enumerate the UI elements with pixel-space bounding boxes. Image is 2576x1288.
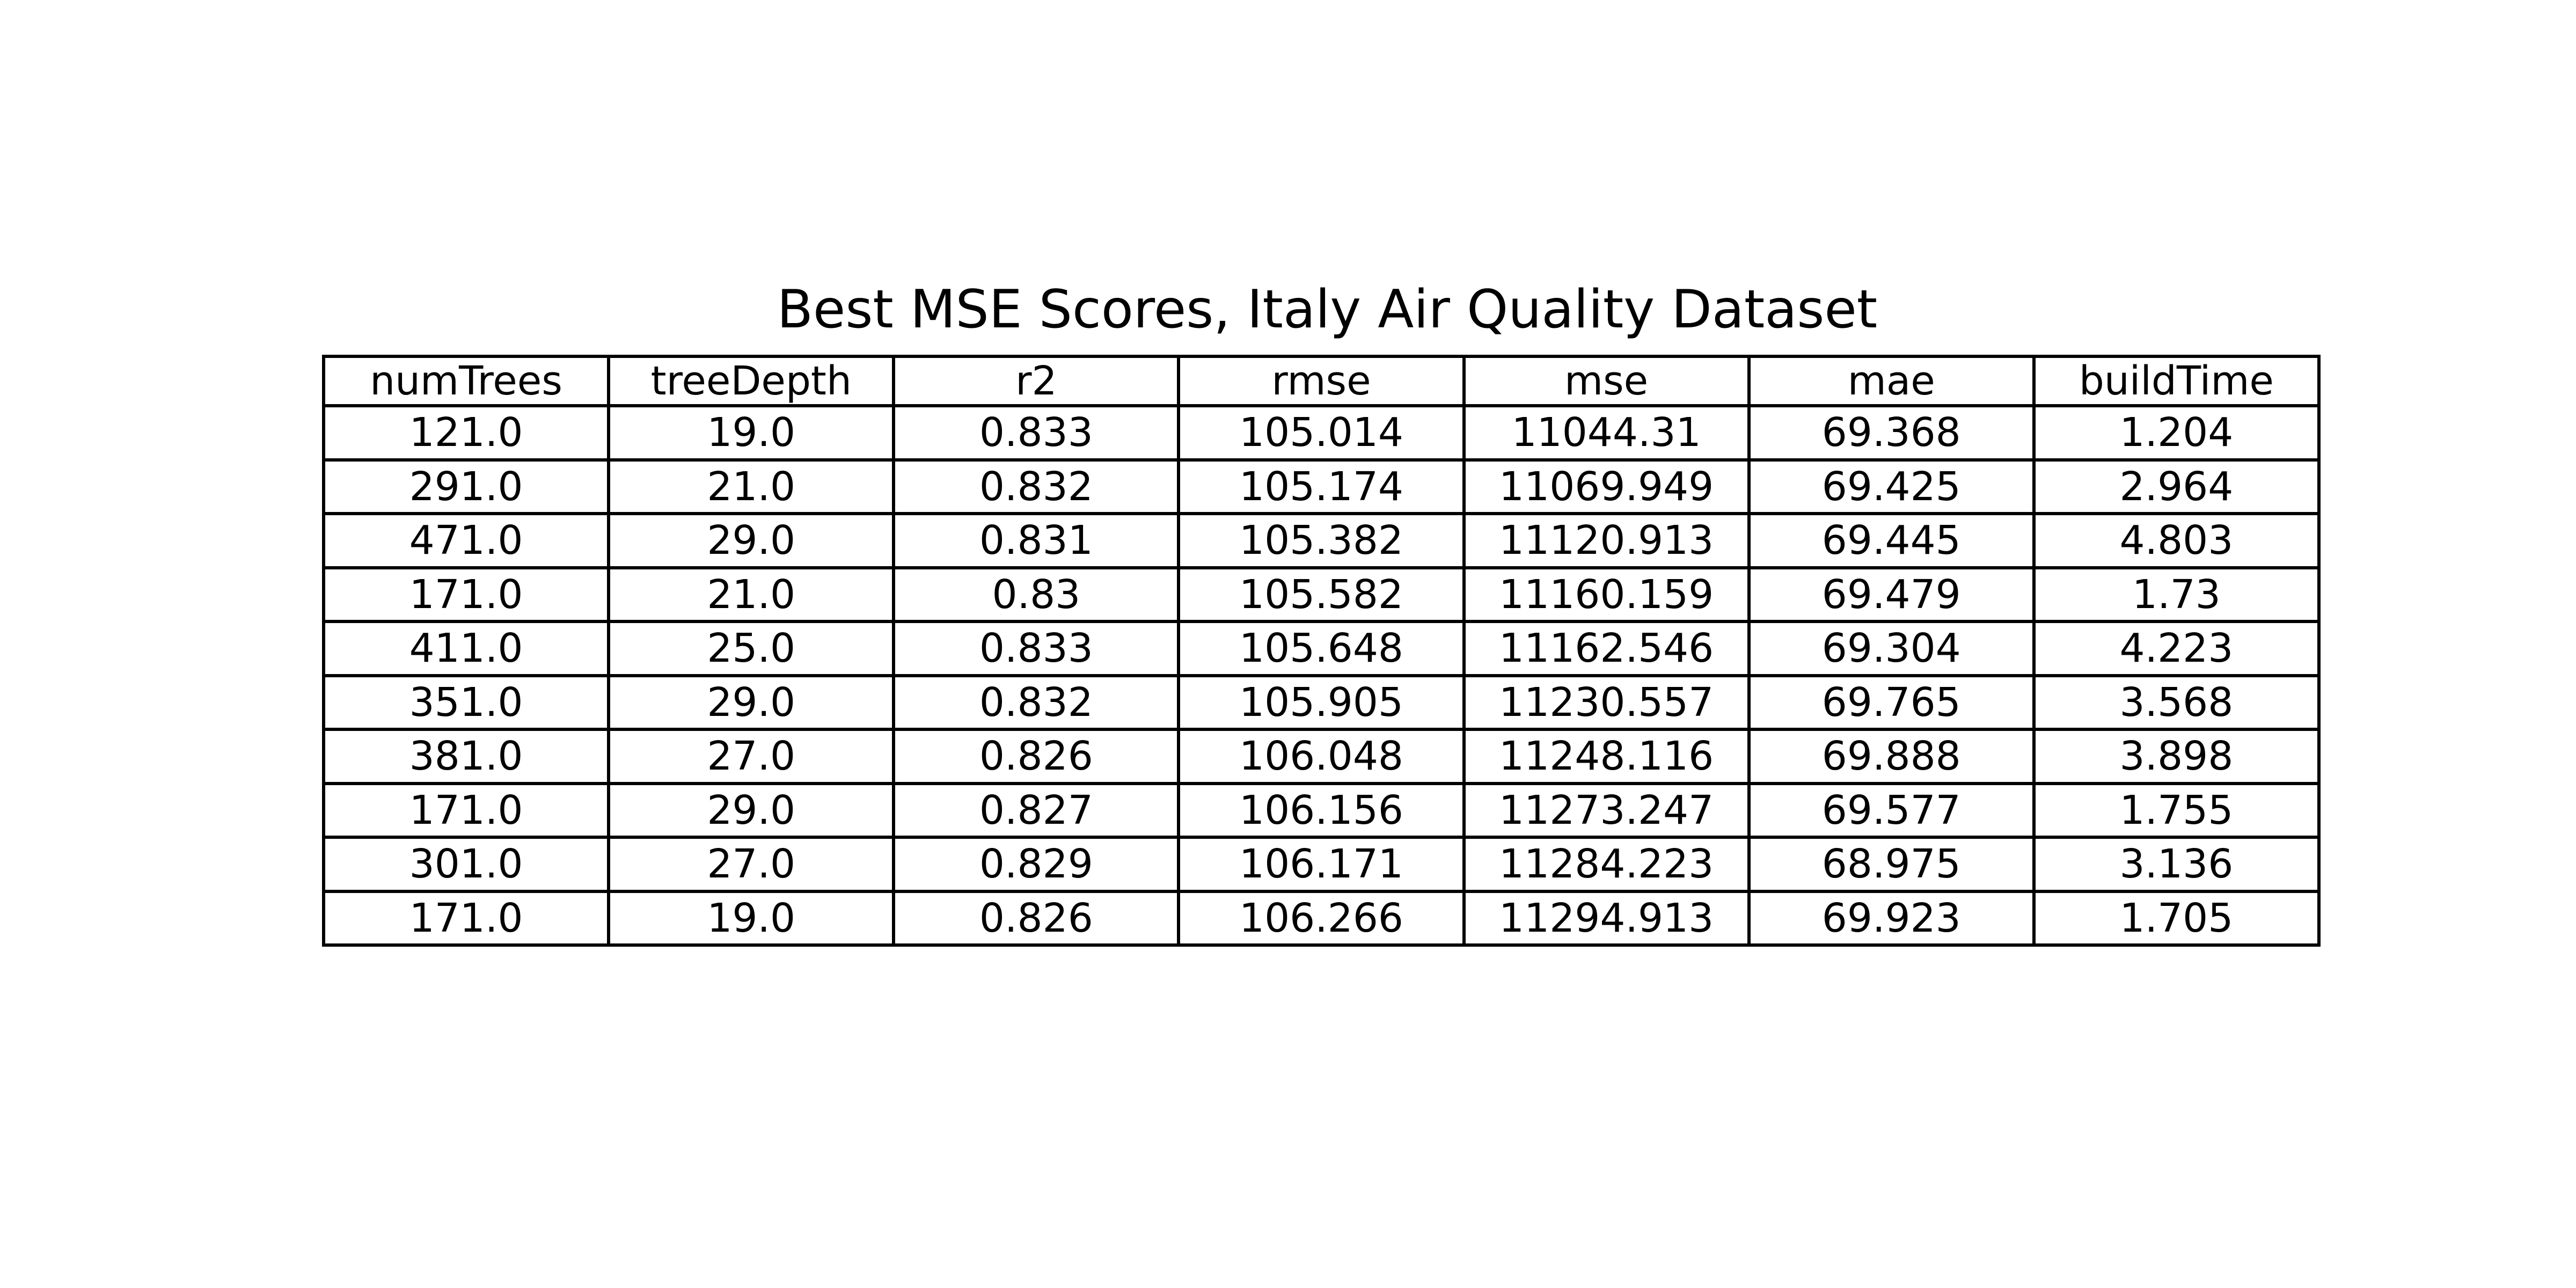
column-header: treeDepth: [607, 355, 896, 407]
table-cell: 11162.546: [1462, 620, 1751, 677]
table-cell: 3.568: [2032, 674, 2321, 731]
table-cell: 69.304: [1747, 620, 2036, 677]
table-cell: 4.803: [2032, 512, 2321, 569]
table-cell: 1.73: [2032, 566, 2321, 623]
table-cell: 11044.31: [1462, 404, 1751, 462]
table-cell: 291.0: [321, 458, 611, 515]
table-cell: 0.833: [892, 404, 1181, 462]
table-cell: 351.0: [321, 674, 611, 731]
column-header: buildTime: [2032, 355, 2321, 407]
table-cell: 11230.557: [1462, 674, 1751, 731]
column-header: r2: [892, 355, 1181, 407]
table-title: Best MSE Scores, Italy Air Quality Datas…: [777, 279, 1878, 340]
table-cell: 171.0: [321, 566, 611, 623]
table-cell: 106.266: [1177, 889, 1466, 947]
table-cell: 11069.949: [1462, 458, 1751, 515]
table-row: 171.0 19.0 0.826 106.266 11294.913 69.923 1.70…: [321, 889, 2321, 947]
table-row: 171.0 29.0 0.827 106.156 11273.247 69.577 1.75…: [321, 781, 2321, 839]
table-cell: 29.0: [607, 674, 896, 731]
table-cell: 171.0: [321, 781, 611, 839]
table-cell: 3.898: [2032, 728, 2321, 785]
results-table: numTrees treeDepth r2 rmse mse mae build…: [321, 355, 2321, 947]
table-cell: 0.831: [892, 512, 1181, 569]
table-cell: 0.832: [892, 674, 1181, 731]
table-cell: 1.204: [2032, 404, 2321, 462]
table-cell: 106.156: [1177, 781, 1466, 839]
table-cell: 69.445: [1747, 512, 2036, 569]
table-cell: 69.368: [1747, 404, 2036, 462]
table-row: 291.0 21.0 0.832 105.174 11069.949 69.425 2.96…: [321, 458, 2321, 515]
table-cell: 105.014: [1177, 404, 1466, 462]
table-cell: 19.0: [607, 404, 896, 462]
column-header: mae: [1747, 355, 2036, 407]
table-cell: 1.705: [2032, 889, 2321, 947]
table-cell: 69.923: [1747, 889, 2036, 947]
table-cell: 69.425: [1747, 458, 2036, 515]
column-header: mse: [1462, 355, 1751, 407]
table-cell: 11294.913: [1462, 889, 1751, 947]
table-cell: 0.826: [892, 889, 1181, 947]
table-cell: 0.827: [892, 781, 1181, 839]
table-cell: 27.0: [607, 728, 896, 785]
table-cell: 69.888: [1747, 728, 2036, 785]
table-cell: 19.0: [607, 889, 896, 947]
table-cell: 171.0: [321, 889, 611, 947]
table-cell: 11120.913: [1462, 512, 1751, 569]
column-header: numTrees: [321, 355, 611, 407]
table-cell: 105.905: [1177, 674, 1466, 731]
table-cell: 121.0: [321, 404, 611, 462]
table-cell: 27.0: [607, 836, 896, 893]
table-cell: 0.832: [892, 458, 1181, 515]
table-cell: 1.755: [2032, 781, 2321, 839]
table-cell: 411.0: [321, 620, 611, 677]
table-cell: 106.048: [1177, 728, 1466, 785]
table-row: 301.0 27.0 0.829 106.171 11284.223 68.975 3.13…: [321, 836, 2321, 893]
table-cell: 11273.247: [1462, 781, 1751, 839]
table-cell: 301.0: [321, 836, 611, 893]
table-cell: 0.83: [892, 566, 1181, 623]
table-row: 471.0 29.0 0.831 105.382 11120.913 69.445 4.80…: [321, 512, 2321, 569]
table-cell: 11284.223: [1462, 836, 1751, 893]
table-cell: 3.136: [2032, 836, 2321, 893]
table-row: 351.0 29.0 0.832 105.905 11230.557 69.765 3.56…: [321, 674, 2321, 731]
header-row: numTrees treeDepth r2 rmse mse mae build…: [321, 355, 2321, 407]
table-body: 121.0 19.0 0.833 105.014 11044.31 69.368 1.204…: [321, 404, 2321, 947]
table-cell: 0.833: [892, 620, 1181, 677]
table-cell: 29.0: [607, 512, 896, 569]
column-header: rmse: [1177, 355, 1466, 407]
table-cell: 21.0: [607, 458, 896, 515]
table-cell: 2.964: [2032, 458, 2321, 515]
table-cell: 105.582: [1177, 566, 1466, 623]
table-cell: 0.826: [892, 728, 1181, 785]
table-cell: 106.171: [1177, 836, 1466, 893]
table-cell: 381.0: [321, 728, 611, 785]
table-cell: 69.765: [1747, 674, 2036, 731]
table-cell: 105.382: [1177, 512, 1466, 569]
table-cell: 69.577: [1747, 781, 2036, 839]
table-cell: 471.0: [321, 512, 611, 569]
table-cell: 68.975: [1747, 836, 2036, 893]
table-cell: 11248.116: [1462, 728, 1751, 785]
table-row: 381.0 27.0 0.826 106.048 11248.116 69.888 3.89…: [321, 728, 2321, 785]
table-cell: 69.479: [1747, 566, 2036, 623]
table-cell: 21.0: [607, 566, 896, 623]
table-cell: 0.829: [892, 836, 1181, 893]
table-cell: 105.174: [1177, 458, 1466, 515]
table-row: 411.0 25.0 0.833 105.648 11162.546 69.304 4.22…: [321, 620, 2321, 677]
table-cell: 25.0: [607, 620, 896, 677]
table-cell: 4.223: [2032, 620, 2321, 677]
table-row: 171.0 21.0 0.83 105.582 11160.159 69.479 1.73: [321, 566, 2321, 623]
table-cell: 29.0: [607, 781, 896, 839]
table-row: 121.0 19.0 0.833 105.014 11044.31 69.368 1.204: [321, 404, 2321, 462]
table-cell: 11160.159: [1462, 566, 1751, 623]
table-cell: 105.648: [1177, 620, 1466, 677]
